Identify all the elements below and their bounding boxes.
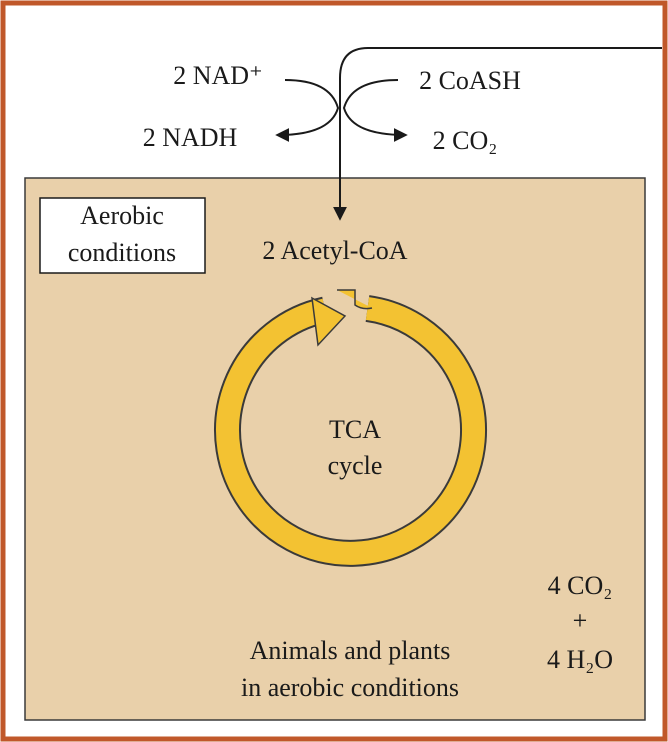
nad-arrow — [275, 79, 340, 142]
cycle-label: TCA — [329, 415, 381, 444]
main-arrow — [333, 47, 662, 221]
caption: in aerobic conditions — [241, 673, 459, 702]
product-label: + — [573, 606, 588, 635]
box-label: Aerobic — [80, 201, 164, 230]
cycle-entry — [337, 289, 373, 310]
co2-label: 2 CO₂ — [433, 126, 498, 155]
coash-arrow — [342, 79, 408, 142]
cycle-ring — [216, 297, 486, 565]
cycle-label: cycle — [328, 451, 383, 480]
nad-label: 2 NAD⁺ — [173, 61, 263, 90]
label-box — [39, 197, 206, 274]
product-label: 4 CO₂ — [548, 571, 613, 600]
cycle-arrowhead — [311, 296, 347, 347]
product-label: 4 H₂O — [547, 645, 613, 674]
nadh-label: 2 NADH — [143, 123, 238, 152]
caption: Animals and plants — [250, 636, 451, 665]
acetyl-coa-label: 2 Acetyl-CoA — [262, 236, 407, 265]
box-label: conditions — [68, 238, 176, 267]
coash-label: 2 CoASH — [419, 66, 521, 95]
